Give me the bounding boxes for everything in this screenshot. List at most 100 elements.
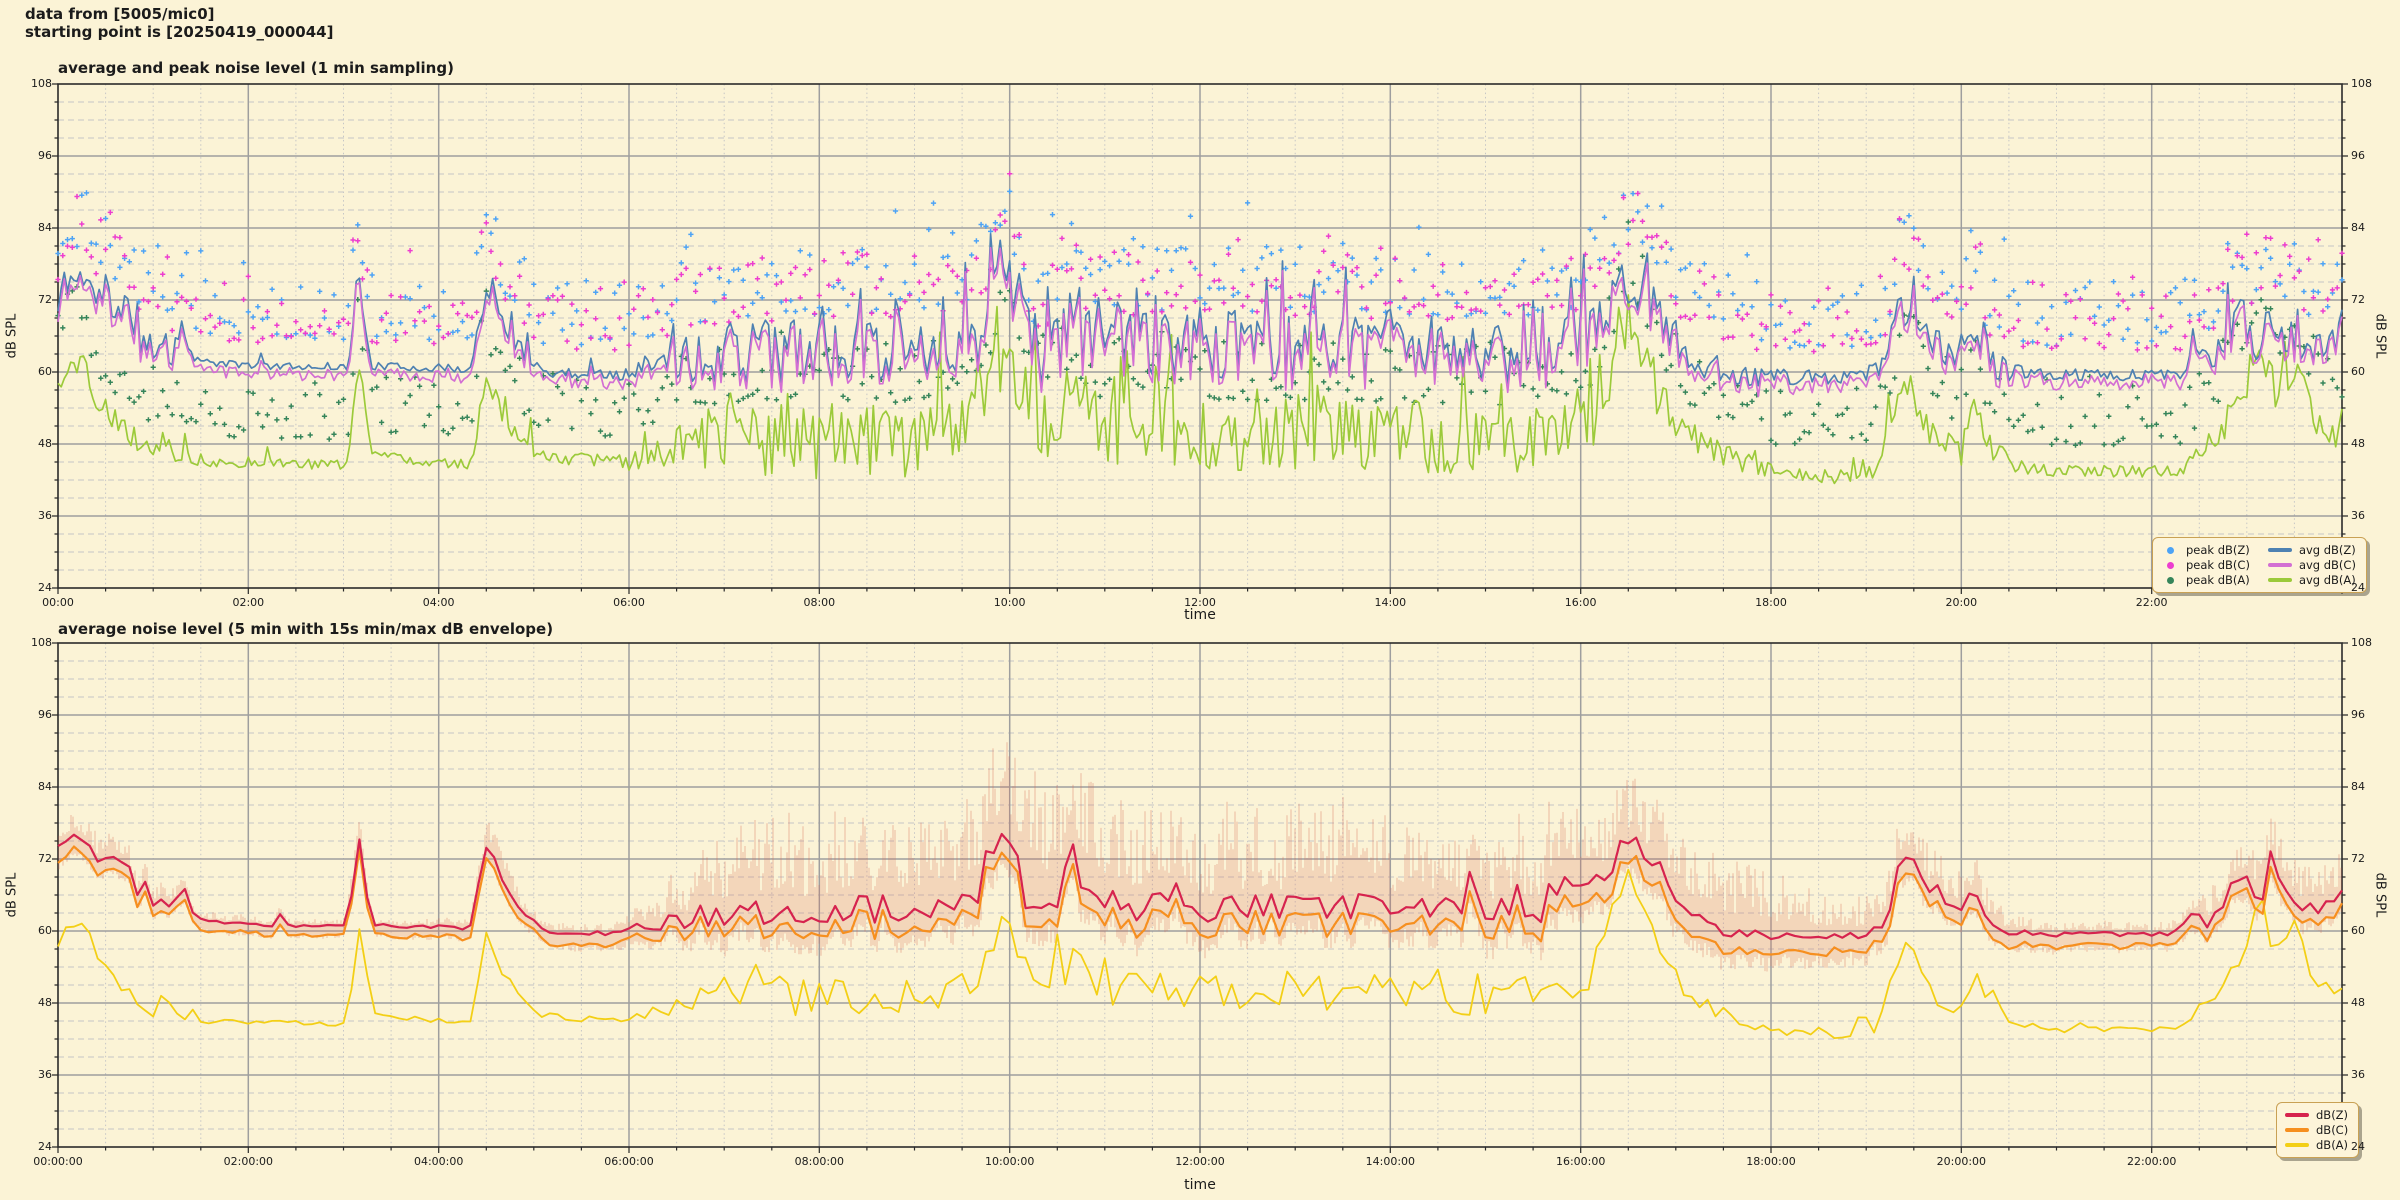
y-tick-label-right: 24 — [2351, 1140, 2365, 1153]
y-tick-label-left: 96 — [38, 149, 52, 162]
chart2-ylabel-left: dB SPL — [4, 872, 20, 918]
legend-entry-peak-dba: peak dB(A) — [2161, 573, 2250, 587]
x-tick-label: 08:00 — [803, 596, 836, 609]
y-tick-label-right: 84 — [2351, 221, 2365, 234]
y-tick-label-right: 96 — [2351, 708, 2365, 721]
y-tick-label-left: 72 — [38, 293, 52, 306]
y-tick-label-left: 24 — [38, 1140, 52, 1153]
y-tick-label-left: 24 — [38, 581, 52, 594]
y-tick-label-right: 36 — [2351, 509, 2365, 522]
chart1-ylabel-left: dB SPL — [4, 313, 20, 359]
y-tick-label-left: 60 — [38, 365, 52, 378]
y-tick-label-left: 72 — [38, 852, 52, 865]
y-tick-label-right: 108 — [2351, 636, 2372, 649]
chart1-legend-avg-column: avg dB(Z) avg dB(C) avg dB(A) — [2267, 543, 2356, 587]
x-tick-label: 12:00 — [1184, 596, 1216, 609]
legend-label-peak-dba: peak dB(A) — [2186, 573, 2250, 587]
chart1-title: average and peak noise level (1 min samp… — [58, 59, 454, 77]
legend-entry-dbc: dB(C) — [2285, 1123, 2348, 1137]
x-tick-label: 22:00 — [2135, 596, 2168, 609]
x-tick-label: 18:00:00 — [1746, 1155, 1796, 1168]
y-tick-label-right: 48 — [2351, 996, 2365, 1009]
chart1-legend-peak-column: peak dB(Z) peak dB(C) peak dB(A) — [2161, 543, 2250, 587]
legend-entry-avg-dba: avg dB(A) — [2267, 573, 2356, 587]
avg-dbz-line-icon — [2267, 548, 2292, 552]
legend-label-dbc: dB(C) — [2316, 1123, 2349, 1137]
legend-label-peak-dbc: peak dB(C) — [2186, 558, 2250, 572]
y-tick-label-right: 84 — [2351, 780, 2365, 793]
x-tick-label: 22:00:00 — [2126, 1155, 2177, 1168]
x-tick-label: 00:00:00 — [33, 1155, 83, 1168]
header-line1: data from [5005/mic0] — [25, 5, 215, 23]
x-tick-label: 18:00 — [1755, 596, 1787, 609]
chart2-ylabel-right: dB SPL — [2372, 872, 2388, 918]
x-tick-label: 14:00 — [1374, 596, 1407, 609]
dbc-line-icon — [2285, 1128, 2309, 1132]
legend-label-avg-dba: avg dB(A) — [2298, 573, 2356, 587]
y-tick-label-right: 96 — [2351, 149, 2365, 162]
legend-entry-peak-dbz: peak dB(Z) — [2161, 543, 2250, 557]
legend-entry-peak-dbc: peak dB(C) — [2161, 558, 2250, 572]
x-tick-label: 08:00:00 — [794, 1155, 845, 1168]
legend-entry-dbz: dB(Z) — [2285, 1108, 2348, 1122]
legend-label-dbz: dB(Z) — [2316, 1108, 2349, 1122]
y-tick-label-left: 48 — [38, 996, 52, 1009]
x-tick-label: 06:00:00 — [604, 1155, 654, 1168]
y-tick-label-left: 48 — [38, 437, 52, 450]
dba-line-icon — [2285, 1143, 2309, 1147]
x-tick-label: 02:00 — [232, 596, 265, 609]
chart1-xlabel: time — [1184, 607, 1216, 623]
legend-entry-dba: dB(A) — [2285, 1138, 2348, 1152]
y-tick-label-left: 84 — [38, 221, 52, 234]
y-tick-label-right: 60 — [2351, 365, 2365, 378]
x-tick-label: 20:00:00 — [1936, 1155, 1987, 1168]
peak-dba-marker-icon — [2167, 576, 2174, 584]
y-tick-label-left: 96 — [38, 708, 52, 721]
y-tick-label-right: 60 — [2351, 924, 2365, 937]
y-tick-label-right: 72 — [2351, 293, 2365, 306]
y-tick-label-left: 36 — [38, 1068, 52, 1081]
dbz-line-icon — [2285, 1113, 2309, 1117]
legend-label-avg-dbc: avg dB(C) — [2298, 558, 2356, 572]
chart1-ylabel-right: dB SPL — [2372, 313, 2388, 359]
x-tick-label: 00:00 — [42, 596, 74, 609]
chart2-title: average noise level (5 min with 15s min/… — [58, 620, 554, 638]
y-tick-label-right: 72 — [2351, 852, 2365, 865]
y-tick-label-right: 36 — [2351, 1068, 2365, 1081]
y-tick-label-right: 108 — [2351, 77, 2372, 90]
legend-entry-avg-dbc: avg dB(C) — [2267, 558, 2356, 572]
peak-dbc-marker-icon — [2167, 561, 2174, 569]
header-line2: starting point is [20250419_000044] — [25, 23, 334, 41]
y-tick-label-right: 48 — [2351, 437, 2365, 450]
avg-dbc-line-icon — [2267, 563, 2292, 567]
legend-label-dba: dB(A) — [2316, 1138, 2349, 1152]
x-tick-label: 04:00 — [422, 596, 455, 609]
chart2-legend-column: dB(Z) dB(C) dB(A) — [2285, 1108, 2348, 1152]
legend-entry-avg-dbz: avg dB(Z) — [2267, 543, 2356, 557]
x-tick-label: 14:00:00 — [1365, 1155, 1416, 1168]
avg-dba-line-icon — [2267, 578, 2292, 582]
x-tick-label: 04:00:00 — [413, 1155, 464, 1168]
x-tick-label: 10:00:00 — [984, 1155, 1035, 1168]
chart1-legend: peak dB(Z) peak dB(C) peak dB(A) avg dB(… — [2152, 537, 2367, 593]
y-tick-label-left: 108 — [31, 77, 52, 90]
y-tick-label-left: 60 — [38, 924, 52, 937]
y-tick-label-right: 24 — [2351, 581, 2365, 594]
x-tick-label: 20:00 — [1945, 596, 1978, 609]
peak-dbz-marker-icon — [2167, 546, 2174, 554]
chart2-xlabel: time — [1184, 1177, 1216, 1193]
chart2-legend: dB(Z) dB(C) dB(A) — [2276, 1102, 2360, 1158]
legend-label-peak-dbz: peak dB(Z) — [2186, 543, 2250, 557]
x-tick-label: 06:00 — [613, 596, 645, 609]
y-tick-label-left: 108 — [31, 636, 52, 649]
y-tick-label-left: 84 — [38, 780, 52, 793]
x-tick-label: 16:00 — [1564, 596, 1597, 609]
y-tick-label-left: 36 — [38, 509, 52, 522]
x-tick-label: 12:00:00 — [1175, 1155, 1225, 1168]
x-tick-label: 16:00:00 — [1555, 1155, 1606, 1168]
x-tick-label: 10:00 — [993, 596, 1026, 609]
x-tick-label: 02:00:00 — [223, 1155, 274, 1168]
legend-label-avg-dbz: avg dB(Z) — [2298, 543, 2356, 557]
